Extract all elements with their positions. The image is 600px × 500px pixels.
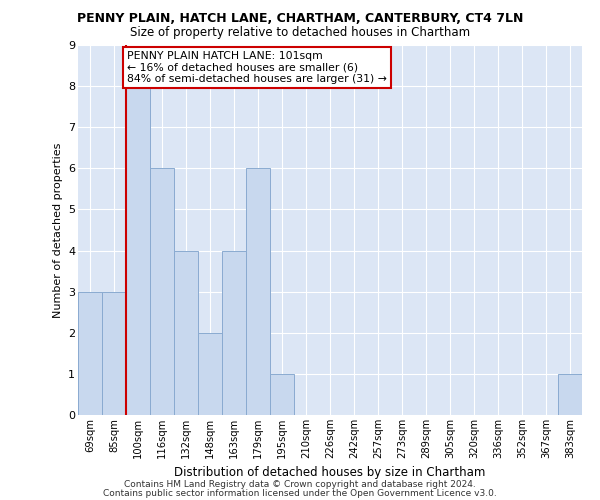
Bar xyxy=(150,168,174,415)
Text: PENNY PLAIN HATCH LANE: 101sqm
← 16% of detached houses are smaller (6)
84% of s: PENNY PLAIN HATCH LANE: 101sqm ← 16% of … xyxy=(127,51,387,84)
Text: Contains HM Land Registry data © Crown copyright and database right 2024.: Contains HM Land Registry data © Crown c… xyxy=(124,480,476,489)
Bar xyxy=(270,374,294,415)
Bar xyxy=(222,250,246,415)
Bar xyxy=(174,250,198,415)
Text: PENNY PLAIN, HATCH LANE, CHARTHAM, CANTERBURY, CT4 7LN: PENNY PLAIN, HATCH LANE, CHARTHAM, CANTE… xyxy=(77,12,523,26)
Bar xyxy=(198,333,222,415)
Bar xyxy=(246,168,270,415)
Bar xyxy=(102,292,126,415)
Text: Contains public sector information licensed under the Open Government Licence v3: Contains public sector information licen… xyxy=(103,488,497,498)
Text: Size of property relative to detached houses in Chartham: Size of property relative to detached ho… xyxy=(130,26,470,39)
Bar xyxy=(558,374,582,415)
Bar xyxy=(78,292,102,415)
X-axis label: Distribution of detached houses by size in Chartham: Distribution of detached houses by size … xyxy=(175,466,485,479)
Bar xyxy=(126,86,150,415)
Y-axis label: Number of detached properties: Number of detached properties xyxy=(53,142,62,318)
